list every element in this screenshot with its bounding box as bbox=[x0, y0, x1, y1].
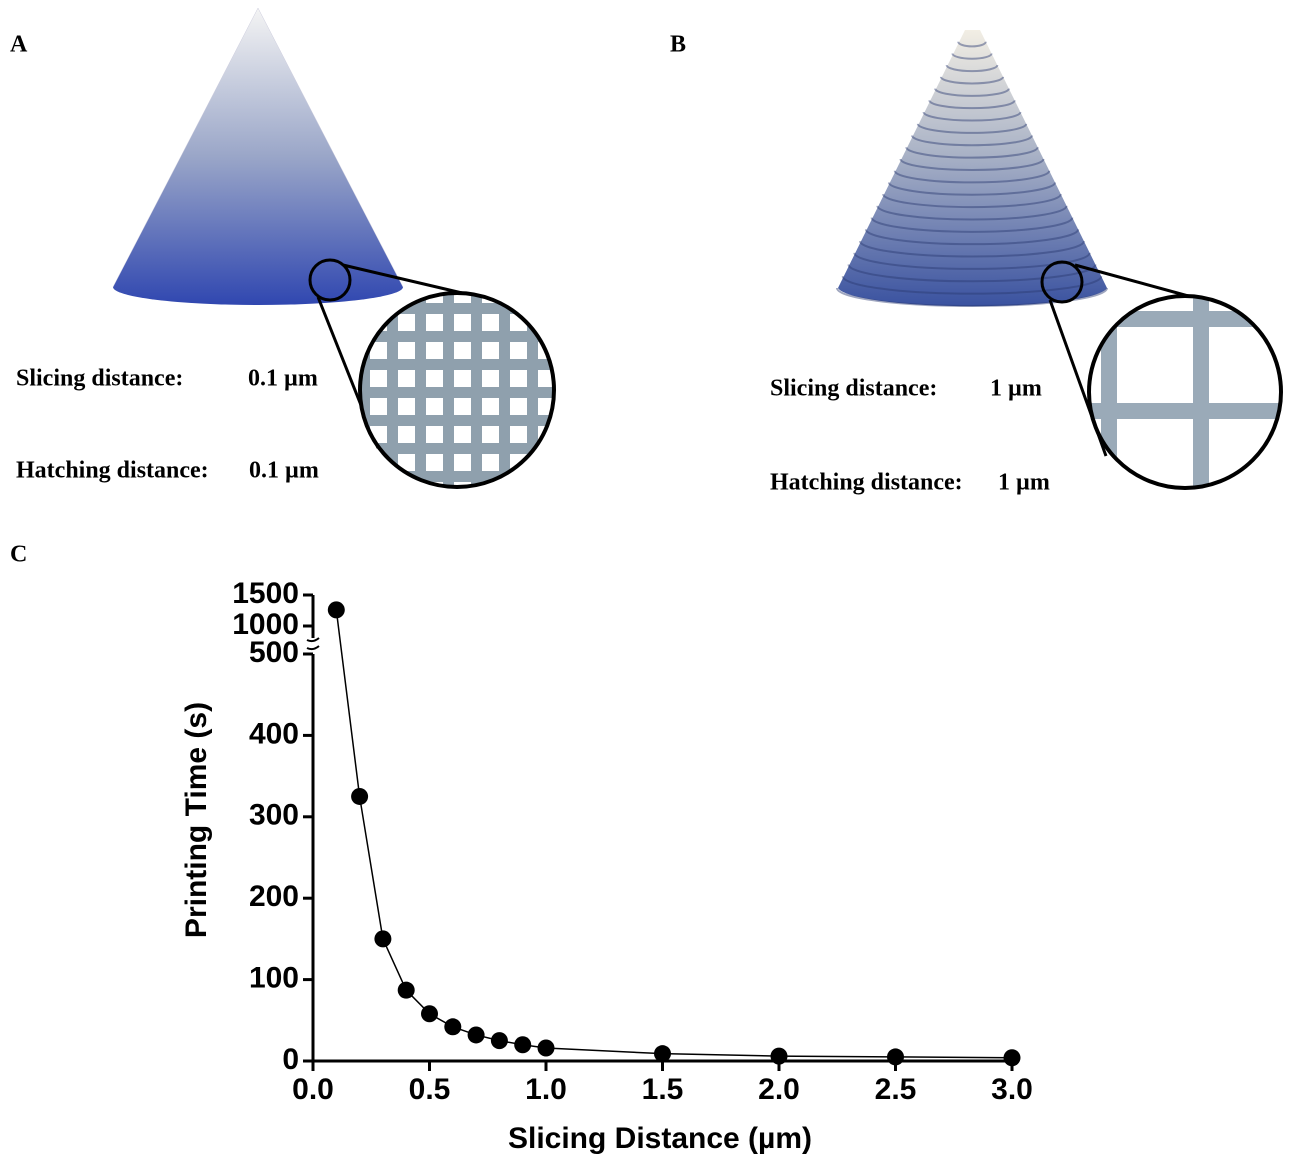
slicing-label: Slicing distance: bbox=[16, 366, 183, 392]
y-tick-label: 300 bbox=[249, 799, 299, 832]
slicing-label: Slicing distance: bbox=[770, 376, 937, 402]
hatching-value: 1 µm bbox=[998, 470, 1050, 496]
x-tick-label: 0.0 bbox=[292, 1073, 334, 1106]
data-point bbox=[1004, 1049, 1021, 1066]
data-point bbox=[491, 1032, 508, 1049]
axis-break bbox=[307, 638, 319, 649]
data-point bbox=[514, 1036, 531, 1053]
hatching-label: Hatching distance: bbox=[16, 458, 209, 484]
x-axis-title: Slicing Distance (µm) bbox=[508, 1122, 812, 1155]
panel-label: C bbox=[10, 542, 27, 568]
hatching-value: 0.1 µm bbox=[249, 458, 319, 484]
x-tick-label: 1.0 bbox=[525, 1073, 567, 1106]
data-point bbox=[328, 601, 345, 618]
x-tick-label: 3.0 bbox=[991, 1073, 1033, 1106]
y-tick-label: 1500 bbox=[232, 577, 299, 610]
slicing-value: 0.1 µm bbox=[248, 366, 318, 392]
cone-b bbox=[837, 30, 1285, 492]
figure: A Slicing distance: 0.1 µm Hatching dist… bbox=[0, 0, 1296, 1158]
data-point bbox=[538, 1039, 555, 1056]
slicing-value: 1 µm bbox=[990, 376, 1042, 402]
y-tick-label: 0 bbox=[282, 1043, 299, 1076]
hatching-label: Hatching distance: bbox=[770, 470, 963, 496]
y-tick-label: 200 bbox=[249, 880, 299, 913]
data-point bbox=[468, 1026, 485, 1043]
x-tick-label: 2.5 bbox=[875, 1073, 917, 1106]
data-point bbox=[374, 930, 391, 947]
data-point bbox=[351, 788, 368, 805]
data-point bbox=[421, 1005, 438, 1022]
x-tick-label: 1.5 bbox=[642, 1073, 684, 1106]
series-line bbox=[336, 610, 1012, 1058]
x-tick-label: 0.5 bbox=[409, 1073, 451, 1106]
data-point bbox=[398, 982, 415, 999]
cone-a bbox=[113, 8, 565, 498]
data-point bbox=[771, 1048, 788, 1065]
y-tick-label: 100 bbox=[249, 962, 299, 995]
x-tick-label: 2.0 bbox=[758, 1073, 800, 1106]
panel-label: A bbox=[10, 32, 28, 58]
data-point bbox=[654, 1045, 671, 1062]
y-axis-title: Printing Time (s) bbox=[180, 702, 213, 938]
data-point bbox=[887, 1048, 904, 1065]
y-tick-label: 400 bbox=[249, 717, 299, 750]
y-tick-label: 1000 bbox=[232, 608, 299, 641]
data-point bbox=[444, 1018, 461, 1035]
panel-label: B bbox=[670, 32, 686, 58]
